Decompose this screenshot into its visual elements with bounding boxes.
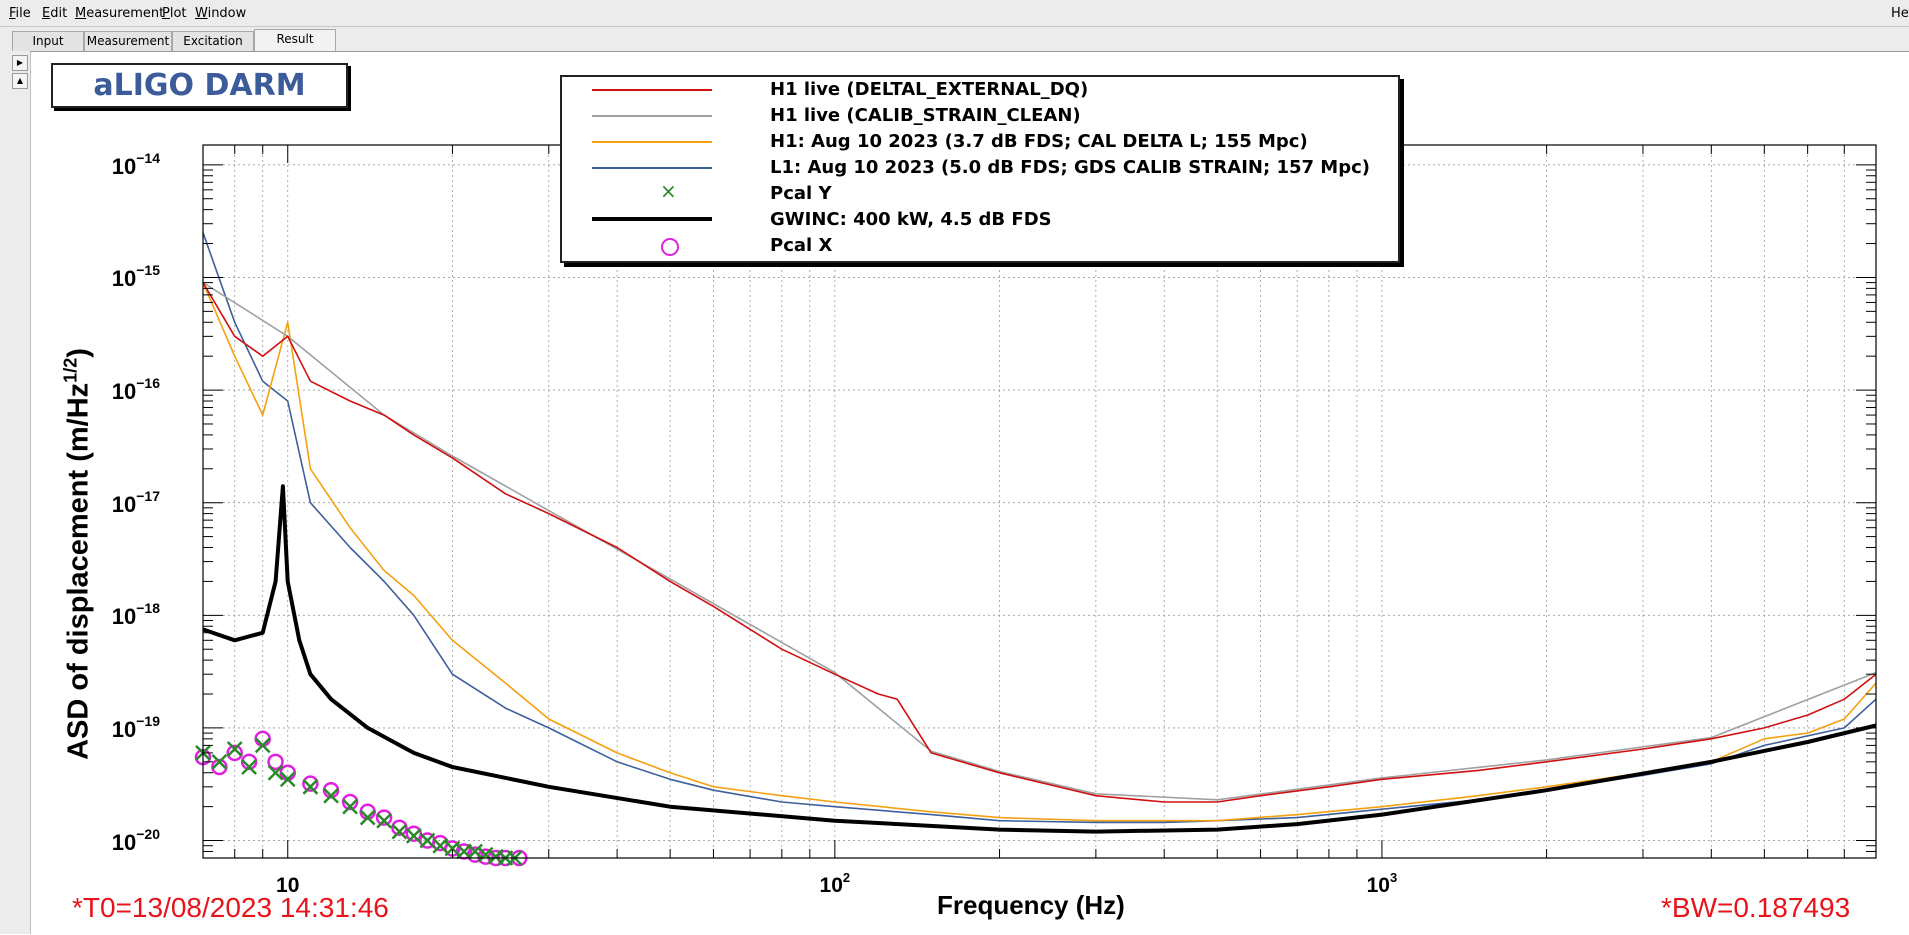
series-line [203, 283, 1876, 821]
circle-marker-icon [661, 238, 679, 256]
legend-label: GWINC: 400 kW, 4.5 dB FDS [770, 209, 1052, 230]
series-line [203, 486, 1876, 831]
cross-marker-icon: × [660, 179, 677, 203]
legend-label: H1 live (CALIB_STRAIN_CLEAN) [770, 105, 1081, 126]
pcal-x-marker [407, 827, 421, 841]
series-h1-live-calib-strain-clean [203, 283, 1876, 800]
legend-line-sample [592, 115, 712, 117]
x-tick-label: 103 [1367, 870, 1398, 898]
legend-entry-h1-live-deltal: H1 live (DELTAL_EXTERNAL_DQ) [562, 77, 1398, 103]
y-tick-label: 10−17 [112, 488, 160, 518]
series-gwinc-400-kw-4-5-db-fds [203, 486, 1876, 832]
y-axis-label: ASD of displacement (m/Hz1/2) [61, 348, 96, 760]
series-h1-live-deltal-external-dq [203, 283, 1876, 803]
x-tick-label: 102 [820, 870, 851, 898]
legend-entry-gwinc: GWINC: 400 kW, 4.5 dB FDS [562, 207, 1398, 233]
plot-title: aLIGO DARM [51, 63, 348, 108]
legend-label: H1 live (DELTAL_EXTERNAL_DQ) [770, 79, 1088, 100]
series-h1-aug-10-2023-3-7-db-fds-cal-delta-l-155-mpc [203, 283, 1876, 821]
y-tick-label: 10−14 [112, 150, 160, 180]
legend-entry-h1-live-calib: H1 live (CALIB_STRAIN_CLEAN) [562, 103, 1398, 129]
legend-entry-l1-aug10: L1: Aug 10 2023 (5.0 dB FDS; GDS CALIB S… [562, 155, 1398, 181]
timestamp-label: *T0=13/08/2023 14:31:46 [72, 892, 389, 924]
y-tick-label: 10−16 [112, 375, 160, 405]
legend-line-sample [592, 141, 712, 143]
pcal-y-marker [420, 834, 434, 848]
legend-line-sample [592, 167, 712, 169]
y-tick-label: 10−15 [112, 262, 160, 292]
series-layer [196, 233, 1876, 865]
series-pcal-x [196, 732, 526, 865]
series-line [203, 283, 1876, 800]
legend-entry-h1-aug10: H1: Aug 10 2023 (3.7 dB FDS; CAL DELTA L… [562, 129, 1398, 155]
legend-label: H1: Aug 10 2023 (3.7 dB FDS; CAL DELTA L… [770, 131, 1308, 152]
legend-label: Pcal Y [770, 183, 831, 204]
legend-line-sample [592, 217, 712, 221]
bandwidth-label: *BW=0.187493 [1661, 892, 1850, 924]
series-line [203, 233, 1876, 823]
x-axis-label: Frequency (Hz) [937, 890, 1125, 921]
legend[interactable]: H1 live (DELTAL_EXTERNAL_DQ) H1 live (CA… [560, 75, 1400, 263]
y-tick-label: 10−19 [112, 713, 160, 743]
legend-entry-pcal-x: Pcal X [562, 233, 1398, 259]
legend-label: Pcal X [770, 235, 832, 256]
series-line [203, 283, 1876, 802]
legend-label: L1: Aug 10 2023 (5.0 dB FDS; GDS CALIB S… [770, 157, 1370, 178]
legend-line-sample [592, 89, 712, 91]
series-l1-aug-10-2023-5-0-db-fds-gds-calib-strain-157-mpc [203, 233, 1876, 823]
legend-entry-pcal-y: × Pcal Y [562, 181, 1398, 207]
y-tick-label: 10−18 [112, 600, 160, 630]
y-tick-label: 10−20 [112, 826, 160, 856]
